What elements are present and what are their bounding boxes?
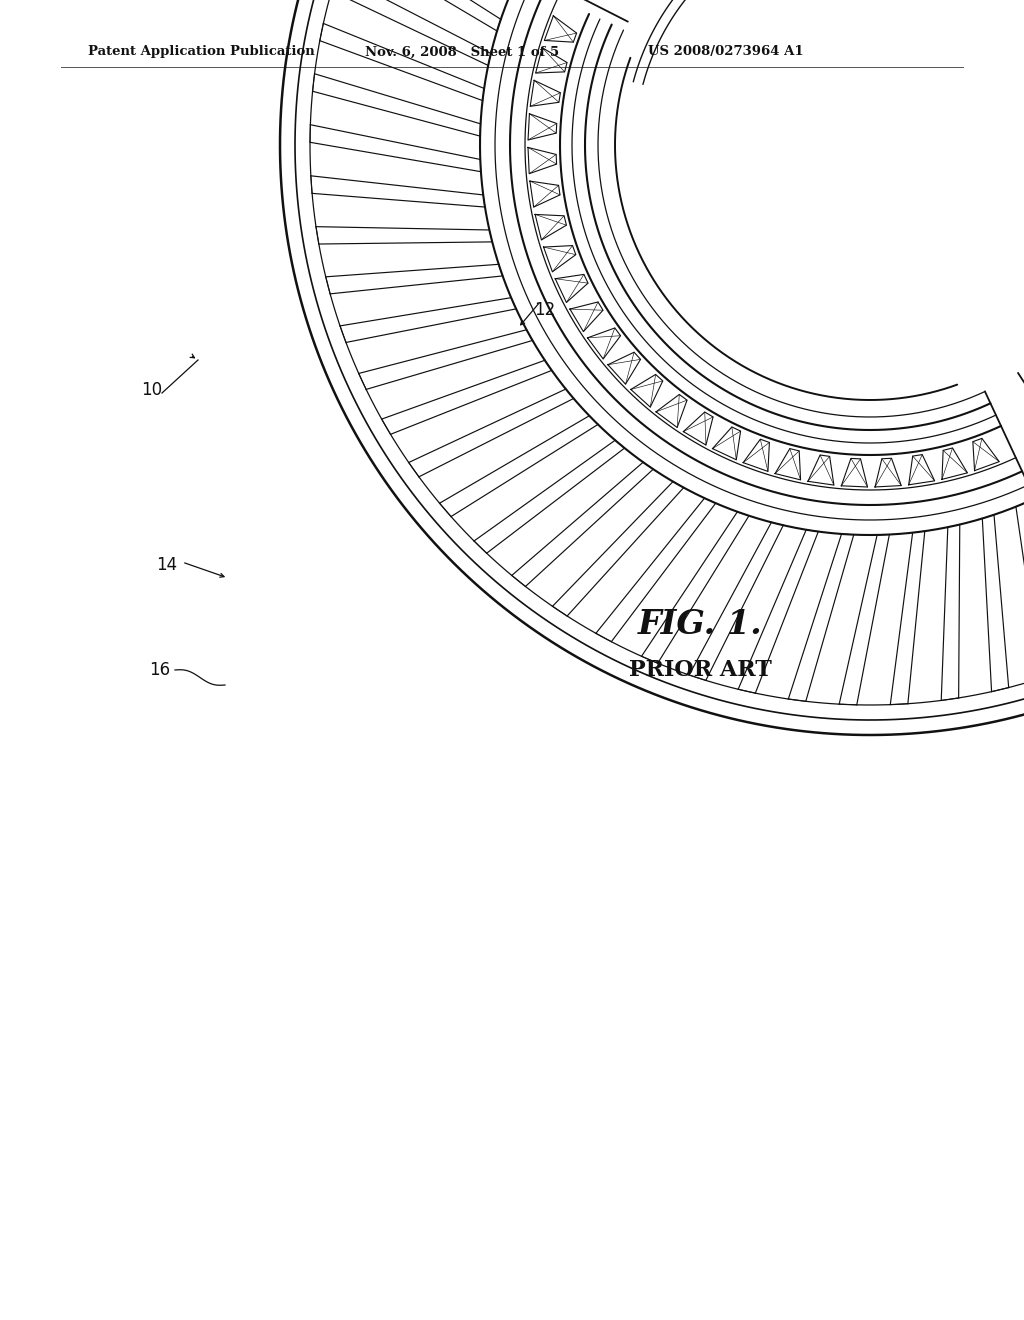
Text: Nov. 6, 2008   Sheet 1 of 5: Nov. 6, 2008 Sheet 1 of 5 [365,45,559,58]
Text: FIG. 1.: FIG. 1. [638,609,763,642]
Text: 14: 14 [157,556,177,574]
Text: Patent Application Publication: Patent Application Publication [88,45,314,58]
Text: 10: 10 [141,381,163,399]
Text: 12: 12 [535,301,556,319]
Text: US 2008/0273964 A1: US 2008/0273964 A1 [648,45,804,58]
Text: PRIOR ART: PRIOR ART [629,659,771,681]
Text: 16: 16 [150,661,171,678]
